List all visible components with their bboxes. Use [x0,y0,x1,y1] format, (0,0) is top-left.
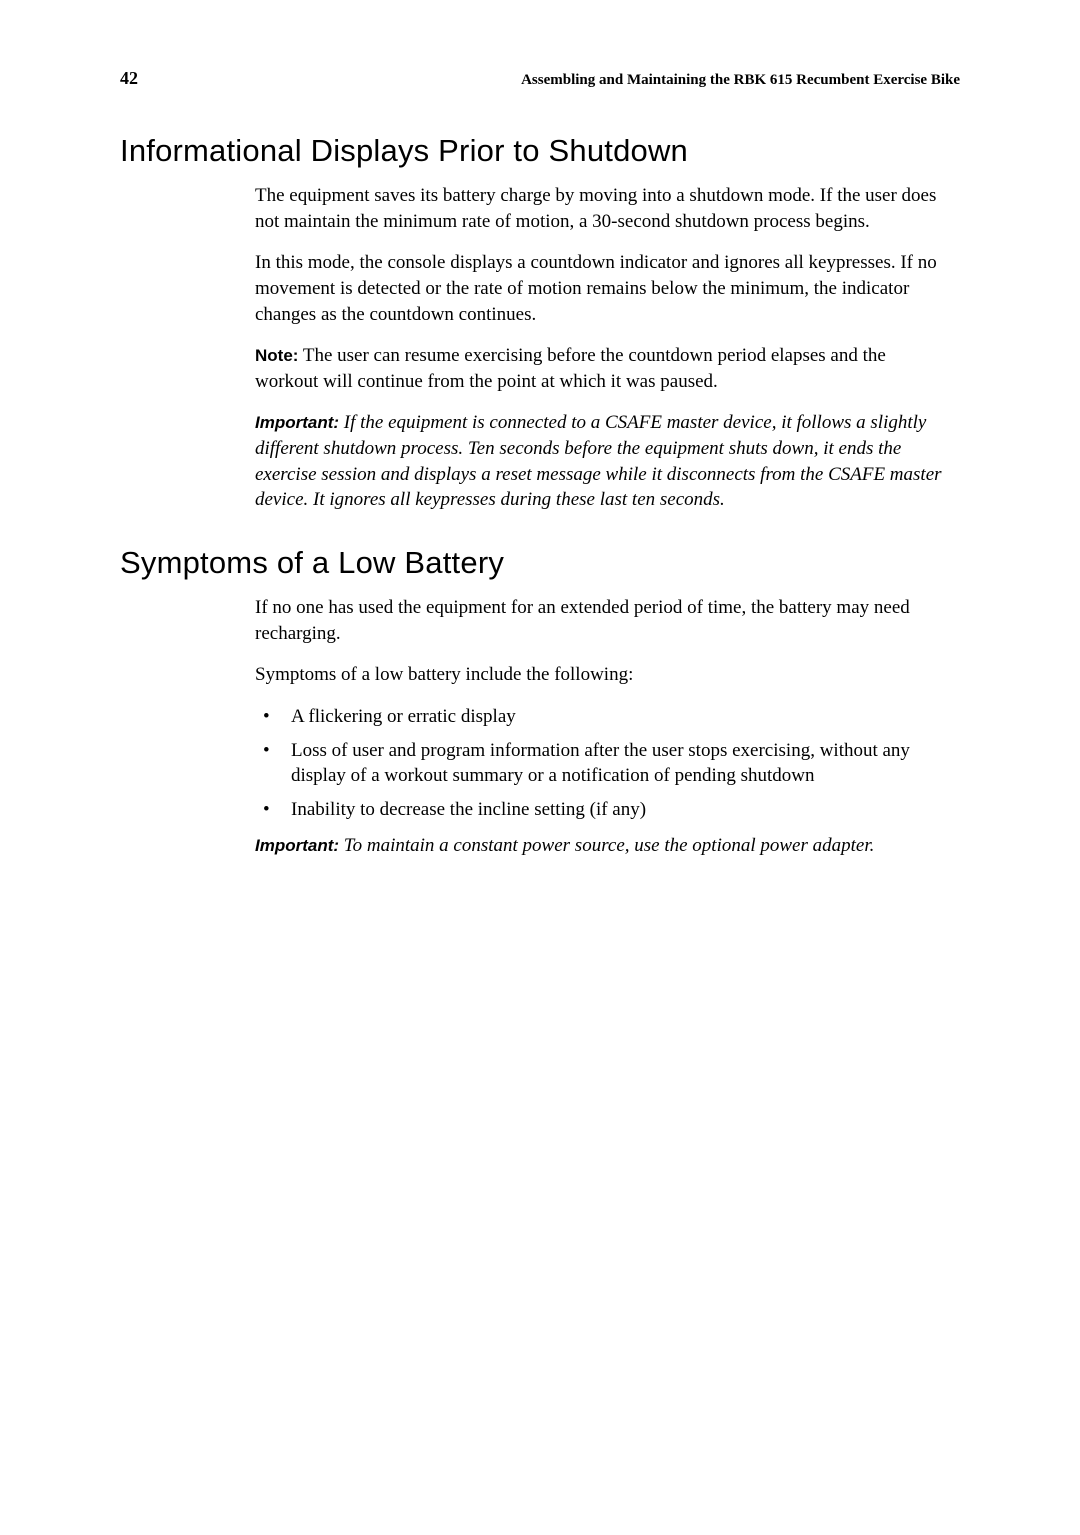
symptoms-list: A flickering or erratic display Loss of … [255,704,950,823]
section2-important: Important: To maintain a constant power … [255,833,950,859]
page-header: 42 Assembling and Maintaining the RBK 61… [120,68,960,89]
section2-body: If no one has used the equipment for an … [255,595,950,858]
list-item: Loss of user and program information aft… [255,738,950,789]
section2-para1: If no one has used the equipment for an … [255,595,950,646]
important-label: Important: [255,413,339,432]
running-title: Assembling and Maintaining the RBK 615 R… [521,72,960,89]
section1-note: Note: The user can resume exercising bef… [255,343,950,394]
heading-informational-displays: Informational Displays Prior to Shutdown [120,133,960,169]
section2-para2: Symptoms of a low battery include the fo… [255,662,950,688]
list-item: A flickering or erratic display [255,704,950,730]
section2: Symptoms of a Low Battery If no one has … [120,545,960,858]
page-number: 42 [120,68,138,89]
section1-para1: The equipment saves its battery charge b… [255,183,950,234]
note-text: The user can resume exercising before th… [255,345,886,392]
important-text: If the equipment is connected to a CSAFE… [255,412,942,510]
note-label: Note: [255,346,298,365]
section1-body: The equipment saves its battery charge b… [255,183,950,513]
heading-symptoms-low-battery: Symptoms of a Low Battery [120,545,960,581]
section1-para2: In this mode, the console displays a cou… [255,250,950,327]
important-text: To maintain a constant power source, use… [339,835,874,856]
list-item: Inability to decrease the incline settin… [255,797,950,823]
section1-important: Important: If the equipment is connected… [255,410,950,513]
important-label: Important: [255,836,339,855]
